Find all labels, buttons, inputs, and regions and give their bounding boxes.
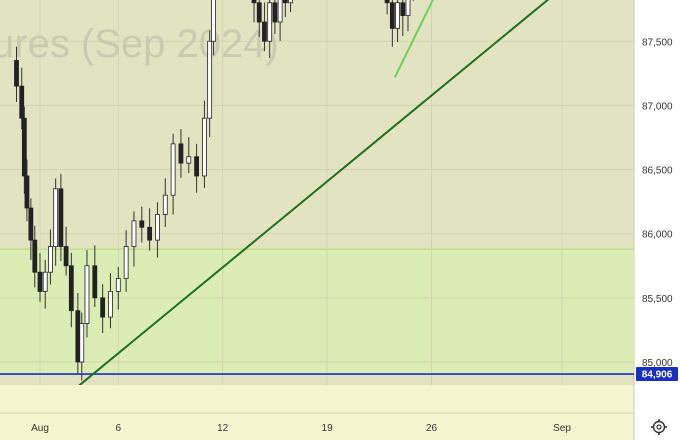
y-tick-label: 87,500	[642, 37, 673, 48]
candle-layer	[14, 0, 414, 381]
candle	[389, 2, 395, 29]
settings-gear-icon[interactable]	[651, 419, 667, 435]
candle	[395, 2, 400, 29]
candle	[178, 143, 184, 164]
candle	[155, 214, 160, 241]
candle	[211, 0, 216, 42]
x-tick-label: Aug	[31, 423, 49, 434]
candle	[170, 143, 176, 196]
candle	[139, 220, 145, 228]
support-zone	[0, 249, 634, 375]
price-axis[interactable]	[634, 0, 680, 440]
watermark-text: ures (Sep 2024)	[0, 22, 279, 66]
x-tick-label: 6	[116, 423, 122, 434]
candle	[28, 207, 34, 241]
x-tick-label: 12	[217, 423, 229, 434]
trendline[interactable]	[77, 0, 654, 388]
candle	[131, 220, 137, 247]
candle	[123, 246, 129, 280]
price-level-badge-text: 84,906	[642, 370, 673, 381]
candle	[256, 2, 262, 23]
x-tick-label: 19	[322, 423, 334, 434]
candle	[115, 278, 121, 292]
candle	[251, 0, 257, 4]
candle	[79, 323, 85, 363]
candle	[42, 271, 48, 292]
candle	[58, 188, 64, 247]
x-tick-labels: Aug 6 12 19 26 Sep	[31, 423, 571, 434]
y-tick-label: 86,500	[642, 166, 673, 177]
candle	[14, 60, 19, 87]
y-tick-label: 85,500	[642, 294, 673, 305]
candle	[48, 246, 53, 273]
price-labels: 90,43489,38288,25884,90688,776	[636, 367, 678, 382]
y-tick-label: 87,000	[642, 101, 673, 112]
candle	[400, 2, 406, 16]
candle	[63, 246, 69, 267]
candle	[202, 117, 207, 177]
y-tick-label: 85,000	[642, 358, 673, 369]
candle	[186, 156, 192, 164]
candle	[75, 310, 81, 363]
candle	[288, 0, 293, 4]
candle	[384, 0, 390, 4]
candle	[100, 297, 106, 318]
y-tick-label: 86,000	[642, 230, 673, 241]
candle	[32, 239, 38, 273]
zone-layer	[0, 248, 634, 375]
x-tick-label: Sep	[553, 423, 571, 434]
candle	[21, 117, 27, 177]
candle	[108, 291, 113, 318]
price-level-badge	[636, 367, 678, 382]
y-tick-labels: 85,00085,50086,00086,50087,00087,50088,0…	[642, 37, 673, 369]
candle	[272, 2, 278, 23]
candle	[19, 85, 25, 119]
candle	[207, 40, 213, 119]
candle	[92, 265, 98, 299]
x-tick-label: 26	[426, 423, 438, 434]
candle	[37, 271, 43, 292]
candle	[84, 265, 90, 324]
candle	[262, 21, 267, 42]
level-layer	[0, 373, 634, 375]
candle	[282, 0, 288, 4]
candle	[405, 0, 411, 16]
trendline-layer	[77, 0, 654, 388]
candle	[162, 194, 168, 215]
candle	[68, 265, 74, 312]
trendline[interactable]	[394, 0, 604, 78]
candle	[277, 0, 283, 23]
candle	[194, 156, 200, 177]
candle	[147, 226, 153, 241]
grid-layer	[0, 0, 634, 385]
candle	[53, 188, 59, 247]
candle	[267, 2, 273, 42]
candle	[24, 175, 30, 209]
